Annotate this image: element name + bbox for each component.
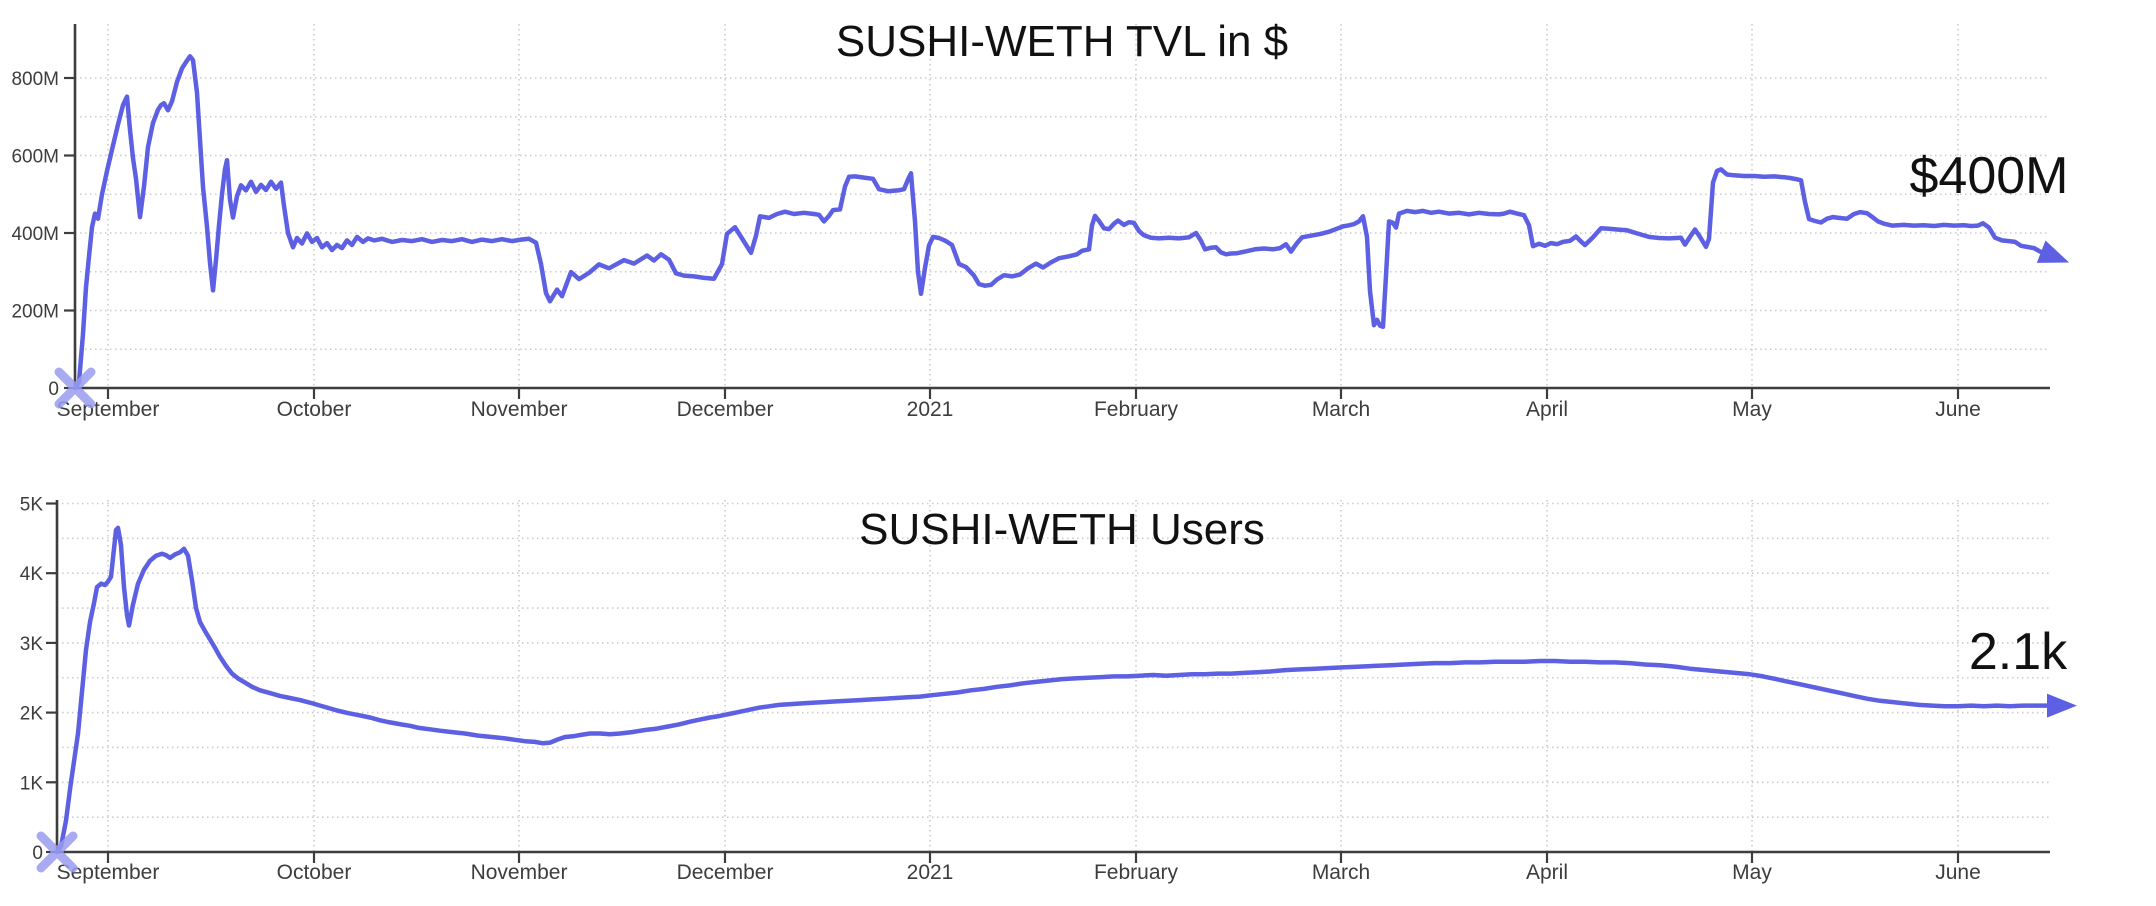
x-tick-label: February (1094, 861, 1179, 884)
x-tick-label: November (471, 398, 568, 421)
x-tick-label: May (1732, 398, 1772, 421)
users-chart-title: SUSHI-WETH Users (859, 505, 1265, 554)
y-tick-label: 0 (32, 843, 43, 864)
y-tick-label: 600M (11, 147, 59, 168)
tvl-chart-title: SUSHI-WETH TVL in $ (836, 17, 1288, 66)
y-tick-label: 800M (11, 69, 59, 90)
x-tick-label: March (1312, 861, 1370, 884)
series-end-arrow (2036, 240, 2070, 263)
x-tick-label: October (277, 398, 352, 421)
y-tick-label: 5K (20, 495, 44, 516)
x-tick-label: September (57, 861, 160, 884)
x-tick-label: February (1094, 398, 1179, 421)
x-tick-label: November (471, 861, 568, 884)
y-tick-label: 1K (20, 773, 44, 794)
tvl-chart: 0 200M 400M 600M 800M September October Novembe… (11, 17, 2070, 421)
tvl-end-value-annotation: $400M (1910, 147, 2069, 205)
series-start-x-marker (36, 831, 78, 873)
x-tick-label: June (1935, 861, 1981, 884)
y-tick-label: 200M (11, 302, 59, 323)
x-tick-label: October (277, 861, 352, 884)
users-chart: 0 1K 2K 3K 4K 5K September October November Decem… (20, 495, 2077, 884)
y-tick-label: 400M (11, 224, 59, 245)
x-tick-label: April (1526, 398, 1568, 421)
y-tick-label: 3K (20, 634, 44, 655)
x-tick-label: May (1732, 861, 1772, 884)
x-tick-label: September (57, 398, 160, 421)
x-tick-label: April (1526, 861, 1568, 884)
users-plot-area: 0 1K 2K 3K 4K 5K September October November Decem… (20, 495, 2077, 884)
y-tick-label: 0 (48, 379, 59, 400)
users-series-line (54, 525, 2067, 855)
y-tick-label: 4K (20, 564, 44, 585)
x-tick-label: 2021 (907, 398, 954, 421)
x-tick-label: 2021 (907, 861, 954, 884)
x-tick-label: December (677, 861, 774, 884)
tvl-series-line (72, 54, 2060, 391)
x-tick-label: June (1935, 398, 1981, 421)
series-end-arrow (2047, 693, 2077, 718)
tvl-plot-area: 0 200M 400M 600M 800M September October Novembe… (11, 24, 2070, 421)
x-tick-label: December (677, 398, 774, 421)
y-tick-label: 2K (20, 704, 44, 725)
series-start-x-marker (54, 367, 96, 409)
x-tick-label: March (1312, 398, 1370, 421)
users-end-value-annotation: 2.1k (1969, 623, 2068, 681)
